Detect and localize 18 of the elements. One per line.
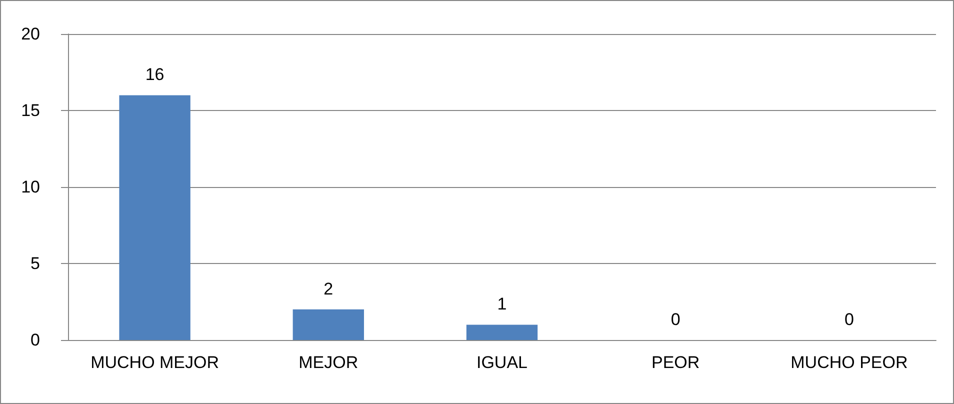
x-tick-label: IGUAL <box>476 353 528 372</box>
data-label: 1 <box>497 294 507 314</box>
y-tick-label: 20 <box>21 24 40 44</box>
x-tick-label: MEJOR <box>298 353 358 372</box>
bar <box>119 95 190 340</box>
y-tick-label: 5 <box>30 254 40 273</box>
data-label: 0 <box>670 310 680 329</box>
x-tick-label: PEOR <box>652 353 700 372</box>
x-tick-label: MUCHO MEJOR <box>90 353 220 372</box>
y-tick-label: 0 <box>30 330 40 350</box>
data-label: 2 <box>324 279 334 298</box>
bar <box>292 309 364 340</box>
x-tick-label: MUCHO PEOR <box>790 353 908 372</box>
data-label: 16 <box>145 65 164 84</box>
y-tick-label: 15 <box>21 101 40 120</box>
y-tick-label: 10 <box>21 178 40 196</box>
data-label: 0 <box>844 310 854 329</box>
bar <box>466 324 538 340</box>
